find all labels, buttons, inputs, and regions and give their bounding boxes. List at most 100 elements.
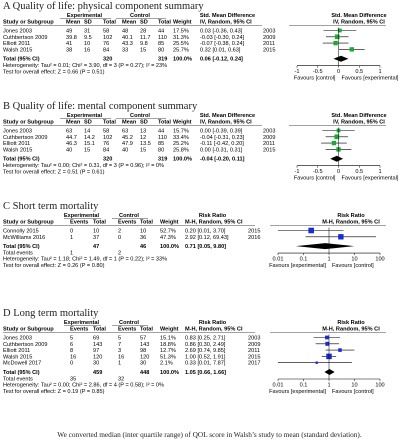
column-header: Study or Subgroup xyxy=(3,327,54,333)
panel-c: C Short term mortality Experimental Contr… xyxy=(0,200,419,292)
study-cell: 46.3 xyxy=(66,141,77,147)
study-cell: 11.7 xyxy=(140,35,150,41)
column-header: Total xyxy=(158,120,171,126)
total-n-control: 319 xyxy=(158,157,167,163)
study-cell: 143 xyxy=(93,342,102,348)
total-n-control: 46 xyxy=(140,244,146,250)
study-cell: 84 xyxy=(103,47,109,53)
study-cell: 17.5% xyxy=(173,29,189,35)
study-cell: 143 xyxy=(140,342,149,348)
panel-c-title: C Short term mortality xyxy=(3,201,99,212)
study-cell: 2011 xyxy=(248,348,260,354)
forest-plot-d: Experimental Control Risk Ratio Risk Ratio S… xyxy=(3,320,386,395)
column-header: IV, Random, 95% CI xyxy=(333,120,385,126)
header-group: Experimental xyxy=(67,13,103,19)
study-cell: 15.1 xyxy=(84,141,95,147)
column-header: Mean xyxy=(122,20,137,26)
column-header: Total xyxy=(103,120,116,126)
study-name: Connolly 2015 xyxy=(3,229,39,235)
header-group: Control xyxy=(130,113,150,119)
total-diamond xyxy=(333,55,349,62)
study-name: Cuthbertson 2009 xyxy=(3,35,47,41)
study-cell: 12 xyxy=(140,135,146,141)
study-cell: 9.5 xyxy=(84,35,92,41)
study-cell: 98 xyxy=(140,348,146,354)
study-cell: 9.8 xyxy=(140,41,148,47)
total-weight: 100.0% xyxy=(173,57,192,63)
study-cell: 2015 xyxy=(248,354,260,360)
column-header: Total xyxy=(140,327,153,333)
total-n-experimental: 320 xyxy=(103,157,112,163)
study-cell: 47.9 xyxy=(122,141,133,147)
study-cell: 44.7 xyxy=(66,135,77,141)
study-cell: 0.86 [0.30, 2.49] xyxy=(185,342,226,348)
study-cell: 110 xyxy=(158,35,167,41)
study-cell: 102 xyxy=(103,135,112,141)
study-cell: 69 xyxy=(93,336,99,342)
study-cell: 40 xyxy=(122,147,128,153)
study-cell: 14.2 xyxy=(84,135,95,141)
study-cell: 0 xyxy=(118,235,121,241)
x-tick-label: -1 xyxy=(295,169,300,175)
header-group: Risk Ratio xyxy=(199,213,227,219)
study-name: Walsh 2015 xyxy=(3,47,32,53)
study-cell: 0 xyxy=(70,361,73,367)
study-cell: 2016 xyxy=(248,235,260,241)
study-cell: -0.03 [-0.30, 0.24] xyxy=(200,35,245,41)
study-cell: 63 xyxy=(122,129,128,135)
total-diamond xyxy=(324,369,335,375)
study-name: McDowell 2017 xyxy=(3,361,41,367)
overall-effect-text: Test for overall effect: Z = 0.66 (P = 0… xyxy=(3,69,105,75)
column-header: M-H, Random, 95% CI xyxy=(185,220,243,226)
total-events-control: 2 xyxy=(118,250,121,256)
header-group: Experimental xyxy=(64,213,100,219)
column-header: Mean xyxy=(122,120,137,126)
study-cell: 8 xyxy=(70,348,73,354)
study-cell: 0.00 [-0.39, 0.39] xyxy=(200,129,243,135)
study-point-marker xyxy=(325,335,329,340)
study-name: Elliott 2011 xyxy=(3,41,30,47)
x-tick-label: 1 xyxy=(327,383,330,389)
study-cell: -0.04 [-0.31, 0.23] xyxy=(200,135,245,141)
column-header: Total xyxy=(140,220,153,226)
overall-effect-text: Test for overall effect: Z = 0.51 (P = 0… xyxy=(3,169,105,175)
column-header: IV, Random, 95% CI xyxy=(200,120,252,126)
header-group: Risk Ratio xyxy=(199,320,227,326)
x-tick-label: 0.1 xyxy=(300,383,308,389)
study-cell: 7 xyxy=(118,342,121,348)
total-n-experimental: 459 xyxy=(93,370,102,376)
header-group: Risk Ratio xyxy=(337,320,365,326)
study-name: Walsh 2015 xyxy=(3,354,32,360)
column-header: SD xyxy=(84,20,92,26)
study-point-marker xyxy=(338,234,344,240)
x-tick-label: 0.5 xyxy=(355,169,363,175)
x-tick-label: 0.5 xyxy=(355,69,363,75)
study-cell: 0.03 [-0.36, 0.43] xyxy=(200,29,243,35)
total-ci: -0.04 [-0.20, 0.11] xyxy=(200,157,245,163)
header-group: Std. Mean Difference xyxy=(200,113,255,119)
study-cell: 2015 xyxy=(248,229,260,235)
study-cell: 58 xyxy=(103,29,109,35)
study-cell: 110 xyxy=(158,135,167,141)
study-cell: 49 xyxy=(66,29,72,35)
study-cell: 16 xyxy=(118,354,124,360)
study-name: Elliott 2011 xyxy=(3,348,30,354)
column-header: M-H, Random, 95% CI xyxy=(185,327,243,333)
study-cell: 10 xyxy=(93,229,99,235)
study-cell: 28 xyxy=(140,29,146,35)
study-point-marker xyxy=(337,28,342,33)
study-cell: 84 xyxy=(103,147,109,153)
study-cell: 41 xyxy=(66,41,72,47)
study-cell: 30 xyxy=(93,361,99,367)
footnote: We converted median (inter quartile rang… xyxy=(57,430,362,439)
study-cell: 102 xyxy=(103,35,112,41)
study-cell: 2015 xyxy=(263,147,275,153)
total-events-experimental: 35 xyxy=(70,376,76,382)
study-cell: 18.8% xyxy=(160,342,176,348)
study-cell: 76 xyxy=(103,41,109,47)
study-name: Jones 2003 xyxy=(3,336,32,342)
forest-plot-b: Experimental Control Std. Mean Difference S… xyxy=(3,113,399,182)
study-cell: 1.00 [0.52, 1.91] xyxy=(185,354,226,360)
study-name: McWilliams 2016 xyxy=(3,235,45,241)
column-header: Mean xyxy=(66,120,81,126)
